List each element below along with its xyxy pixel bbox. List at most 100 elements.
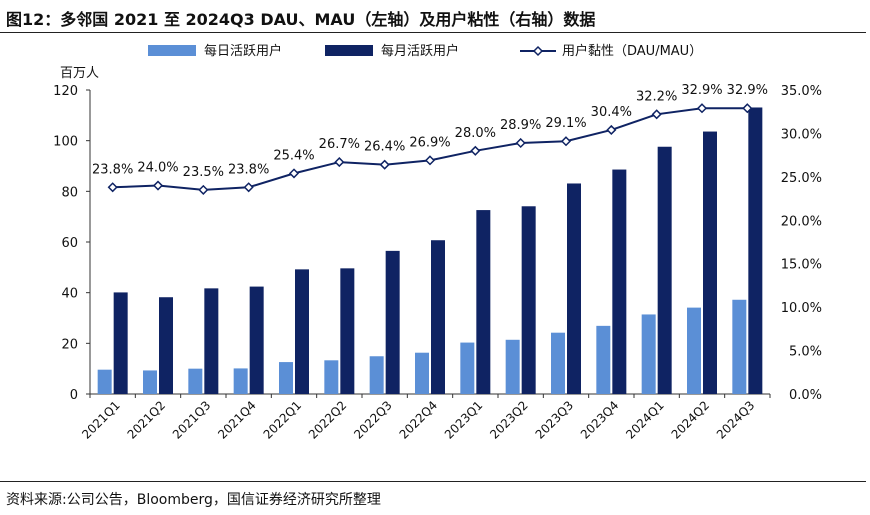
source-rule: [0, 481, 866, 482]
dau-bar: [505, 339, 520, 394]
stickiness-marker: [742, 103, 753, 114]
source-note: 资料来源:公司公告，Bloomberg，国信证券经济研究所整理: [6, 492, 381, 508]
stickiness-data-label: 23.8%: [92, 162, 133, 177]
category-label: 2023Q1: [442, 398, 486, 442]
mau-bar: [521, 206, 536, 394]
stickiness-data-label: 30.4%: [591, 105, 632, 120]
stickiness-data-label: 32.9%: [727, 83, 768, 98]
category-labels: 2021Q1 2021Q2 2021Q3 2021Q4 2022Q1 2022Q2 2022…: [79, 398, 757, 442]
dau-bar: [687, 307, 701, 394]
mau-bar: [748, 107, 763, 394]
right-axis-tick-label: 30.0%: [781, 127, 822, 142]
dau-bar: [415, 352, 429, 394]
right-axis-tick-label: 5.0%: [789, 345, 822, 360]
stickiness-marker: [198, 184, 209, 195]
axes: 0 20 40 60 80 100 120 0.0% 5.0% 10.0% 15.0% 20.0% 25…: [53, 84, 822, 403]
category-label: 2021Q3: [170, 398, 214, 442]
stickiness-marker: [424, 155, 436, 166]
stickiness-marker: [606, 124, 617, 136]
left-axis-tick-label: 100: [53, 135, 78, 150]
left-axis-tick-label: 60: [61, 236, 78, 251]
legend: 每日活跃用户 每月活跃用户 用户黏性（DAU/MAU）: [148, 43, 702, 59]
category-label: 2023Q3: [533, 398, 577, 442]
stickiness-data-label: 24.0%: [137, 161, 178, 176]
left-axis-tick-label: 80: [61, 185, 78, 200]
mau-bar: [385, 250, 400, 394]
stickiness-marker: [379, 159, 390, 170]
legend-label: 用户黏性（DAU/MAU）: [562, 43, 702, 59]
dau-bar: [551, 332, 565, 394]
category-label: 2021Q1: [79, 398, 123, 442]
figure-title: 图12：多邻国 2021 至 2024Q3 DAU、MAU（左轴）及用户粘性（右…: [6, 10, 596, 29]
left-axis-tick-label: 40: [61, 287, 78, 302]
mau-bar: [340, 268, 355, 394]
stickiness-data-label: 28.9%: [500, 118, 541, 133]
left-axis-tick-label: 20: [61, 337, 78, 352]
mau-bar: [295, 269, 309, 394]
mau-bar: [567, 183, 581, 394]
dau-bar: [460, 342, 475, 394]
right-axis-tick-label: 10.0%: [781, 301, 822, 316]
stickiness-marker: [288, 168, 300, 179]
stickiness-data-label: 25.4%: [273, 148, 314, 163]
stickiness-data-label: 32.2%: [636, 89, 677, 104]
dau-bar: [143, 370, 157, 394]
stickiness-marker: [560, 136, 572, 147]
dau-bar: [233, 368, 248, 394]
left-axis-tick-label: 120: [53, 84, 78, 99]
dau-bar: [732, 299, 747, 394]
stickiness-data-label: 26.4%: [364, 140, 405, 155]
dau-bar: [641, 314, 656, 394]
stickiness-data-label: 28.0%: [455, 126, 496, 141]
stickiness-marker: [107, 182, 118, 193]
stickiness-marker: [696, 103, 708, 114]
mau-bar: [476, 210, 491, 394]
category-label: 2022Q3: [351, 398, 395, 442]
stickiness-marker: [651, 109, 662, 120]
category-label: 2021Q2: [125, 398, 169, 442]
legend-label: 每日活跃用户: [204, 43, 282, 59]
category-label: 2022Q1: [261, 398, 305, 442]
legend-swatch: [148, 45, 196, 56]
mau-bar: [657, 146, 672, 394]
stickiness-marker: [470, 145, 481, 156]
mau-bar: [249, 286, 264, 394]
right-axis-tick-label: 35.0%: [781, 84, 822, 99]
stickiness-marker: [515, 137, 526, 149]
mau-bar: [204, 288, 219, 394]
stickiness-marker: [243, 182, 254, 193]
dau-bar: [279, 362, 293, 394]
dau-bar: [97, 369, 112, 394]
dau-bar: [188, 368, 203, 394]
dau-bar: [324, 360, 339, 394]
chart-area: 每日活跃用户 每月活跃用户 用户黏性（DAU/MAU） 百万人 0 20 40 60 80 1…: [53, 43, 822, 442]
bars-group: [89, 107, 771, 398]
category-label: 2024Q1: [623, 398, 667, 442]
stickiness-marker: [334, 157, 345, 168]
stickiness-data-label: 29.1%: [545, 116, 586, 131]
category-label: 2023Q4: [578, 398, 622, 442]
right-axis-tick-label: 15.0%: [781, 258, 822, 273]
mau-bar: [159, 297, 173, 394]
title-rule: [0, 32, 866, 33]
right-axis-tick-label: 20.0%: [781, 214, 822, 229]
mau-bar: [431, 240, 445, 394]
stickiness-data-label: 26.7%: [319, 137, 360, 152]
category-label: 2021Q4: [215, 398, 259, 442]
left-axis-unit-label: 百万人: [60, 66, 99, 81]
category-label: 2023Q2: [487, 398, 531, 442]
left-axis-tick-label: 0: [70, 388, 78, 403]
stickiness-line-group: 23.8% 24.0% 23.5% 23.8% 25.4% 26.7% 26.4% 26.9%…: [92, 83, 768, 195]
mau-bar: [113, 292, 128, 394]
legend-marker: [532, 45, 544, 57]
category-label: 2022Q4: [397, 398, 441, 442]
legend-label: 每月活跃用户: [381, 43, 459, 59]
stickiness-marker: [152, 180, 164, 191]
legend-swatch: [325, 45, 373, 56]
stickiness-data-label: 23.5%: [183, 165, 224, 180]
stickiness-data-label: 26.9%: [409, 135, 450, 150]
stickiness-data-label: 32.9%: [681, 83, 722, 98]
stickiness-data-label: 23.8%: [228, 162, 269, 177]
right-axis-tick-label: 0.0%: [789, 388, 822, 403]
mau-bar: [703, 131, 717, 394]
